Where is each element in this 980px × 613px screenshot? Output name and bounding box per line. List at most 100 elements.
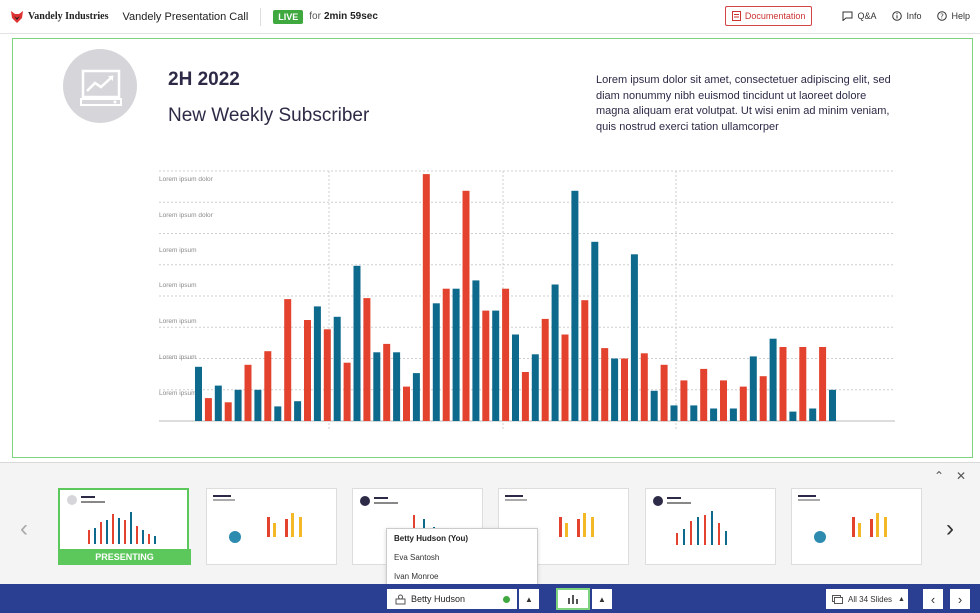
qa-label: Q&A xyxy=(857,11,877,21)
slide-thumbnail-strip: ⌃ ✕ ‹ › PRESENTING xyxy=(0,462,980,584)
chart-bar xyxy=(284,299,292,421)
info-button[interactable]: Info xyxy=(892,11,921,21)
document-icon xyxy=(731,11,741,21)
chart-trend-icon xyxy=(63,49,137,123)
info-icon xyxy=(892,11,903,21)
presenter-option[interactable]: Ivan Monroe xyxy=(394,572,439,581)
presenter-icon xyxy=(395,594,406,604)
chart-bar xyxy=(729,408,737,421)
slides-icon xyxy=(832,595,843,604)
online-status-dot xyxy=(503,596,510,603)
prev-slides-arrow-icon[interactable]: ‹ xyxy=(20,515,28,542)
chart-bar xyxy=(264,351,272,421)
chart-bar xyxy=(373,352,381,422)
chart-bar xyxy=(779,347,787,421)
thumbnail-slide-2[interactable] xyxy=(206,488,337,565)
chart-y-label: Lorem ipsum xyxy=(159,318,197,325)
chart-bar xyxy=(749,356,757,421)
chart-bar xyxy=(621,358,628,421)
chart-bar xyxy=(224,402,232,422)
chart-bar xyxy=(412,373,420,421)
slides-select[interactable]: All 34 Slides ▲ xyxy=(826,589,908,609)
documentation-button[interactable]: Documentation xyxy=(724,6,813,26)
chart-bar xyxy=(204,398,212,421)
timer-prefix: for xyxy=(309,11,321,22)
chart-bar xyxy=(571,190,579,421)
slide-body-text: Lorem ipsum dolor sit amet, consectetuer… xyxy=(596,74,891,133)
caret-up-icon: ▲ xyxy=(525,594,533,604)
close-icon[interactable]: ✕ xyxy=(956,469,967,483)
chart-bar xyxy=(393,352,401,422)
chart-bar xyxy=(680,380,688,421)
chevron-left-icon: ‹ xyxy=(930,591,936,607)
presenter-menu-toggle[interactable]: ▲ xyxy=(519,589,539,609)
chart-bar xyxy=(353,265,361,421)
chart-bar xyxy=(561,334,569,421)
chart-bar xyxy=(452,288,460,421)
presenter-select[interactable]: Betty Hudson xyxy=(387,589,517,609)
slide-subtitle: New Weekly Subscriber xyxy=(168,105,370,126)
chart-bar xyxy=(789,411,797,421)
chart-bar xyxy=(710,408,718,421)
chart-y-label: Lorem ipsum dolor xyxy=(159,212,214,219)
help-icon: ? xyxy=(937,11,948,21)
chart-menu-toggle[interactable]: ▲ xyxy=(592,589,612,609)
chart-y-label: Lorem ipsum xyxy=(159,247,197,254)
chart-bar xyxy=(403,386,410,421)
chart-bar xyxy=(521,372,529,421)
chart-y-label: Lorem ipsum dolor xyxy=(159,176,214,183)
chart-bar xyxy=(214,385,222,421)
chart-bar xyxy=(829,389,836,422)
presenter-name: Betty Hudson xyxy=(411,594,466,604)
logo-text: Vandely Industries xyxy=(28,11,109,22)
chart-y-label: Lorem ipsum xyxy=(159,354,197,361)
chart-bar xyxy=(254,389,262,422)
chart-bar xyxy=(294,401,302,421)
chart-bar xyxy=(769,338,777,421)
svg-text:?: ? xyxy=(941,13,945,21)
help-button[interactable]: ? Help xyxy=(937,11,970,21)
chart-bar xyxy=(502,288,510,421)
info-label: Info xyxy=(906,11,922,21)
top-bar: Vandely Industries Vandely Presentation … xyxy=(0,0,980,34)
chart-bar xyxy=(531,354,539,421)
slides-count-label: All 34 Slides xyxy=(848,594,893,604)
chart-view-button[interactable] xyxy=(556,588,590,610)
thumbnail-slide-5[interactable] xyxy=(645,488,776,565)
chart-bar xyxy=(462,190,470,421)
chart-bar xyxy=(581,300,589,421)
company-logo: Vandely Industries xyxy=(10,10,109,24)
previous-slide-button[interactable]: ‹ xyxy=(923,589,943,609)
chart-bar xyxy=(422,174,430,421)
chart-bar xyxy=(591,241,599,421)
next-slide-button[interactable]: › xyxy=(950,589,970,609)
presenter-dropdown-menu: Betty Hudson (You) Eva Santosh Ivan Monr… xyxy=(386,528,538,585)
fox-logo-icon xyxy=(11,10,23,23)
bar-chart: Lorem ipsum dolor Lorem ipsum dolor Lorem … xyxy=(159,170,895,429)
documentation-label: Documentation xyxy=(744,11,806,21)
chevron-up-icon[interactable]: ⌃ xyxy=(934,469,945,483)
chart-bar xyxy=(343,362,351,421)
chart-bar xyxy=(690,405,698,421)
chart-bar xyxy=(601,348,609,421)
chart-bar xyxy=(759,376,767,421)
chart-bar xyxy=(195,366,202,421)
chevron-right-icon: › xyxy=(957,591,963,607)
thumbnail-slide-6[interactable] xyxy=(791,488,922,565)
chart-bar xyxy=(640,353,648,421)
chart-bar xyxy=(541,318,549,421)
qa-button[interactable]: Q&A xyxy=(842,11,876,21)
chart-bar xyxy=(492,310,500,421)
chart-bar xyxy=(323,329,331,421)
thumbnail-chart-icon xyxy=(798,495,887,543)
presenter-option[interactable]: Betty Hudson (You) xyxy=(394,534,469,543)
chart-bar xyxy=(611,358,619,421)
chat-icon xyxy=(842,11,853,21)
chart-bar xyxy=(313,306,321,421)
chart-bar xyxy=(244,364,252,422)
next-slides-arrow-icon[interactable]: › xyxy=(946,515,954,542)
presenting-label: PRESENTING xyxy=(58,549,191,565)
presenter-option[interactable]: Eva Santosh xyxy=(394,553,440,562)
chart-bar xyxy=(304,320,311,421)
chart-bar xyxy=(383,343,391,421)
